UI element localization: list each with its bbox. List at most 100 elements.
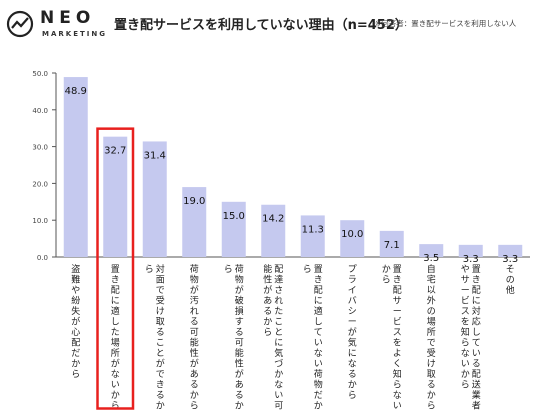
y-tick-label: 10.0	[32, 217, 48, 225]
respondent-note: ※回答者：置き配サービスを利用しない人	[375, 19, 517, 28]
category-label-char: ら	[111, 401, 120, 412]
category-label-char: 荷	[190, 264, 199, 275]
category-label-char: 取	[427, 369, 436, 380]
highlight-frame	[96, 127, 135, 410]
category-label-char: サ	[393, 296, 402, 307]
category-label-char: 性	[190, 347, 199, 359]
category-label-char: を	[393, 338, 402, 349]
y-tick-label: 40.0	[32, 107, 48, 115]
category-label-char: ラ	[348, 275, 357, 286]
bar	[103, 136, 128, 257]
category-label-char: 難	[71, 274, 80, 286]
category-label-char: か	[274, 369, 283, 380]
category-label-char: 知	[393, 368, 402, 380]
bar	[458, 244, 483, 257]
data-label: 14.2	[262, 214, 284, 225]
bar	[221, 201, 246, 257]
bar	[182, 187, 207, 257]
y-tick-label: 50.0	[32, 70, 48, 78]
category-label-char: が	[190, 358, 199, 370]
category-label-char: と	[274, 327, 283, 338]
category-label-char: る	[472, 359, 481, 370]
category-label-char: が	[111, 358, 120, 370]
category-label-char: 宅	[427, 274, 436, 286]
category-label-char: と	[156, 348, 165, 359]
category-label-char: 汚	[190, 295, 199, 307]
bar	[261, 204, 286, 257]
category-label-char: 適	[111, 305, 120, 317]
category-label-char: 送	[472, 379, 481, 391]
category-label-char: づ	[274, 359, 283, 370]
category-label-char: 他	[506, 284, 515, 296]
category-label-char: 配	[274, 264, 283, 275]
category-label-char: る	[263, 306, 272, 317]
category-label-char: 外	[427, 295, 436, 307]
category-label-char: 能	[263, 263, 272, 275]
category-label-char: が	[190, 284, 199, 296]
category-label-char: る	[190, 317, 199, 328]
category-label-char: れ	[274, 296, 283, 307]
category-label-char: イ	[348, 286, 357, 296]
category-label-char: ら	[461, 338, 470, 349]
category-label-char: に	[348, 348, 357, 359]
category-label-char: か	[461, 369, 470, 380]
category-label-char: 知	[461, 326, 470, 338]
category-label-char: ビ	[461, 296, 470, 307]
category-label-char: や	[71, 285, 80, 296]
category-label-char: る	[235, 390, 244, 401]
category-label-char: 荷	[314, 369, 323, 380]
category-label-char: 物	[314, 379, 323, 391]
data-label: 31.4	[144, 150, 166, 161]
category-label-char: い	[314, 360, 323, 370]
category-label-char: あ	[235, 380, 244, 391]
category-label-char: 所	[111, 348, 120, 359]
category-label-char: 物	[235, 274, 244, 286]
category-label-char: サ	[461, 275, 470, 286]
category-label-char: ら	[145, 264, 154, 275]
data-label: 3.3	[463, 254, 479, 265]
category-label-char: あ	[263, 296, 272, 307]
category-label-char: い	[314, 339, 323, 349]
category-label-char: に	[111, 296, 120, 307]
category-label-char: 場	[427, 316, 436, 328]
category-label-char: 能	[190, 337, 199, 349]
category-label-char: た	[111, 327, 120, 338]
category-label-char: た	[274, 306, 283, 317]
category-label-char: が	[348, 326, 357, 338]
category-label-char: く	[393, 360, 402, 370]
category-label-char: か	[111, 390, 120, 401]
category-label-char: を	[461, 317, 470, 328]
category-label-char: 場	[111, 337, 120, 349]
category-label-char: ら	[461, 380, 470, 391]
category-label-char: 損	[235, 305, 244, 317]
category-label-char: け	[156, 306, 165, 317]
category-label-char: き	[472, 275, 481, 286]
data-label: 32.7	[104, 146, 126, 157]
category-label-char: 性	[235, 358, 244, 370]
category-label-char: 可	[274, 401, 283, 412]
bar	[340, 220, 365, 257]
category-label-char: 応	[472, 316, 481, 328]
data-label: 19.0	[183, 196, 205, 207]
category-label-char: 者	[472, 401, 481, 412]
category-label-char: ら	[348, 390, 357, 401]
category-label-char: ら	[224, 264, 233, 275]
category-label-char: ス	[393, 328, 402, 338]
category-label-char: ら	[382, 275, 391, 286]
category-label-char: 心	[71, 327, 80, 338]
category-label-char: 自	[427, 263, 436, 275]
category-label-char: ら	[427, 401, 436, 412]
category-label-char: が	[235, 368, 244, 380]
data-label: 3.5	[423, 253, 439, 264]
category-label-char: 受	[427, 347, 436, 359]
category-label-char: 破	[235, 295, 244, 307]
bar	[419, 244, 444, 257]
category-label-char: に	[472, 296, 481, 307]
category-label-char: 紛	[71, 295, 80, 307]
category-label-char: 性	[263, 274, 272, 286]
